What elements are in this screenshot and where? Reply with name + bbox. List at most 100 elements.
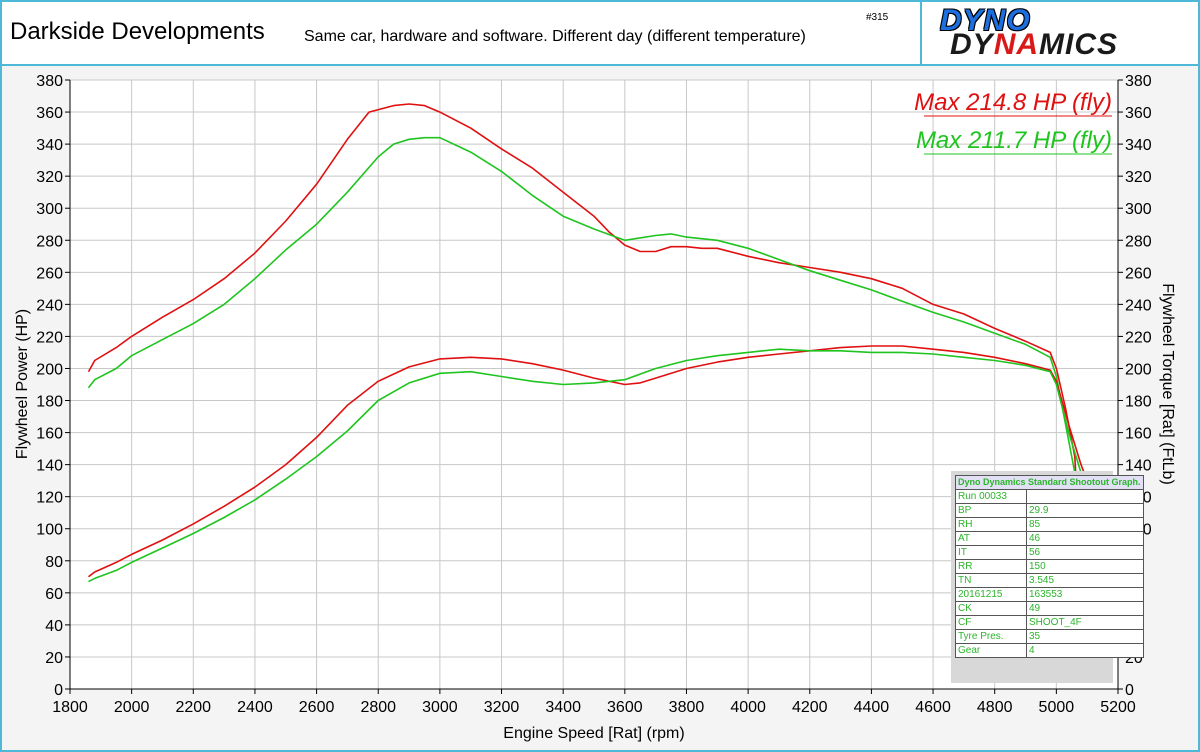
table-row: IT 56 [955, 545, 1144, 560]
table-key-cell: RR [955, 559, 1027, 574]
run-number: #315 [866, 12, 889, 23]
table-value-cell: 46 [1026, 531, 1144, 546]
series-line-run1-torque [87, 103, 1079, 513]
table-value-cell: SHOOT_4F [1026, 615, 1144, 630]
x-tick-label: 5200 [1100, 699, 1136, 716]
x-tick-label: 3200 [484, 699, 520, 716]
table-row: BP 29.9 [955, 503, 1144, 518]
x-tick-label: 2200 [175, 699, 211, 716]
table-row: RH 85 [955, 517, 1144, 532]
logo-part-mics: MICS [1039, 28, 1119, 61]
table-key-cell: CK [955, 601, 1027, 616]
y-tick-label-left: 300 [36, 201, 63, 218]
shootout-table: Dyno Dynamics Standard Shootout Graph. R… [955, 475, 1144, 658]
table-value-cell: 56 [1026, 545, 1144, 560]
logo-line-2: DYNAMICS [950, 28, 1118, 62]
table-key-cell: 20161215 [955, 587, 1027, 602]
table-key-cell: BP [955, 503, 1027, 518]
y-tick-label-left: 100 [36, 522, 63, 539]
x-tick-label: 3400 [545, 699, 581, 716]
y-axis-label-left: Flywheel Power (HP) [14, 309, 31, 459]
x-tick-label: 2400 [237, 699, 273, 716]
table-row: Run 00033 [955, 489, 1144, 504]
table-row: RR 150 [955, 559, 1144, 574]
x-tick-label: 4800 [977, 699, 1013, 716]
y-tick-label-left: 160 [36, 426, 63, 443]
y-tick-label-right: 260 [1125, 265, 1152, 282]
logo-line-1: DYNO [940, 4, 1031, 37]
x-tick-label: 2600 [299, 699, 335, 716]
x-tick-label: 4200 [792, 699, 828, 716]
y-tick-label-right: 360 [1125, 105, 1152, 122]
header-bar: Darkside Developments Same car, hardware… [2, 2, 920, 66]
logo-part-na: NA [993, 28, 1040, 61]
y-tick-label-left: 0 [54, 682, 63, 699]
table-value-cell: 3.545 [1026, 573, 1144, 588]
table-value-cell: 85 [1026, 517, 1144, 532]
x-tick-label: 4400 [854, 699, 890, 716]
y-tick-label-right: 0 [1125, 682, 1134, 699]
y-tick-label-left: 180 [36, 394, 63, 411]
table-row: CF SHOOT_4F [955, 615, 1144, 630]
table-key-cell: TN [955, 573, 1027, 588]
y-tick-label-right: 280 [1125, 233, 1152, 250]
x-tick-label: 3000 [422, 699, 458, 716]
y-tick-label-left: 360 [36, 105, 63, 122]
y-tick-label-right: 160 [1125, 426, 1152, 443]
page-subtitle: Same car, hardware and software. Differe… [304, 28, 806, 45]
y-tick-label-left: 220 [36, 329, 63, 346]
dyno-dynamics-logo: DYNO DYNAMICS [920, 2, 1198, 66]
y-tick-label-right: 380 [1125, 73, 1152, 90]
y-tick-label-left: 280 [36, 233, 63, 250]
y-tick-label-right: 300 [1125, 201, 1152, 218]
series-line-run1-power [88, 345, 1085, 578]
max-label-run2: Max 211.7 HP (fly) [916, 127, 1112, 154]
x-tick-label: 3600 [607, 699, 643, 716]
y-tick-label-right: 340 [1125, 137, 1152, 154]
table-row: Gear 4 [955, 643, 1144, 658]
table-row: CK 49 [955, 601, 1144, 616]
series-line-run2-power [88, 348, 1088, 583]
x-tick-label: 2000 [114, 699, 150, 716]
table-value-cell: 163553 [1026, 587, 1144, 602]
table-value-cell: 49 [1026, 601, 1144, 616]
table-key-cell: CF [955, 615, 1027, 630]
table-key-cell: AT [955, 531, 1027, 546]
table-key-cell: Run 00033 [955, 489, 1027, 504]
y-tick-label-left: 20 [45, 650, 63, 667]
y-tick-label-left: 80 [45, 554, 63, 571]
y-axis-label-right: Flywheel Torque [Rat] (FtLb) [1159, 283, 1176, 485]
y-tick-label-left: 320 [36, 169, 63, 186]
x-tick-label: 1800 [52, 699, 88, 716]
x-tick-label: 4600 [915, 699, 951, 716]
logo-part-dy: DY [950, 28, 994, 61]
y-tick-label-left: 340 [36, 137, 63, 154]
y-tick-label-left: 40 [45, 618, 63, 635]
y-tick-label-left: 60 [45, 586, 63, 603]
y-tick-label-left: 240 [36, 297, 63, 314]
table-key-cell: RH [955, 517, 1027, 532]
y-tick-label-right: 240 [1125, 297, 1152, 314]
y-tick-label-left: 380 [36, 73, 63, 90]
series-group [87, 103, 1088, 583]
table-row: 20161215 163553 [955, 587, 1144, 602]
plot-area [70, 80, 1118, 689]
x-axis-label: Engine Speed [Rat] (rpm) [503, 725, 684, 742]
y-tick-label-right: 320 [1125, 169, 1152, 186]
shootout-table-caption: Dyno Dynamics Standard Shootout Graph. [955, 475, 1144, 490]
x-tick-label: 2800 [360, 699, 396, 716]
x-tick-label: 3800 [669, 699, 705, 716]
table-row: Tyre Pres. 35 [955, 629, 1144, 644]
table-value-cell [1026, 489, 1144, 504]
x-tick-label: 4000 [730, 699, 766, 716]
y-tick-label-right: 220 [1125, 329, 1152, 346]
max-label-run1: Max 214.8 HP (fly) [914, 89, 1112, 116]
y-tick-label-left: 120 [36, 490, 63, 507]
series-line-run2-torque [87, 136, 1082, 529]
y-tick-label-right: 140 [1125, 458, 1152, 475]
table-key-cell: Tyre Pres. [955, 629, 1027, 644]
y-tick-label-right: 180 [1125, 394, 1152, 411]
table-value-cell: 4 [1026, 643, 1144, 658]
table-key-cell: IT [955, 545, 1027, 560]
